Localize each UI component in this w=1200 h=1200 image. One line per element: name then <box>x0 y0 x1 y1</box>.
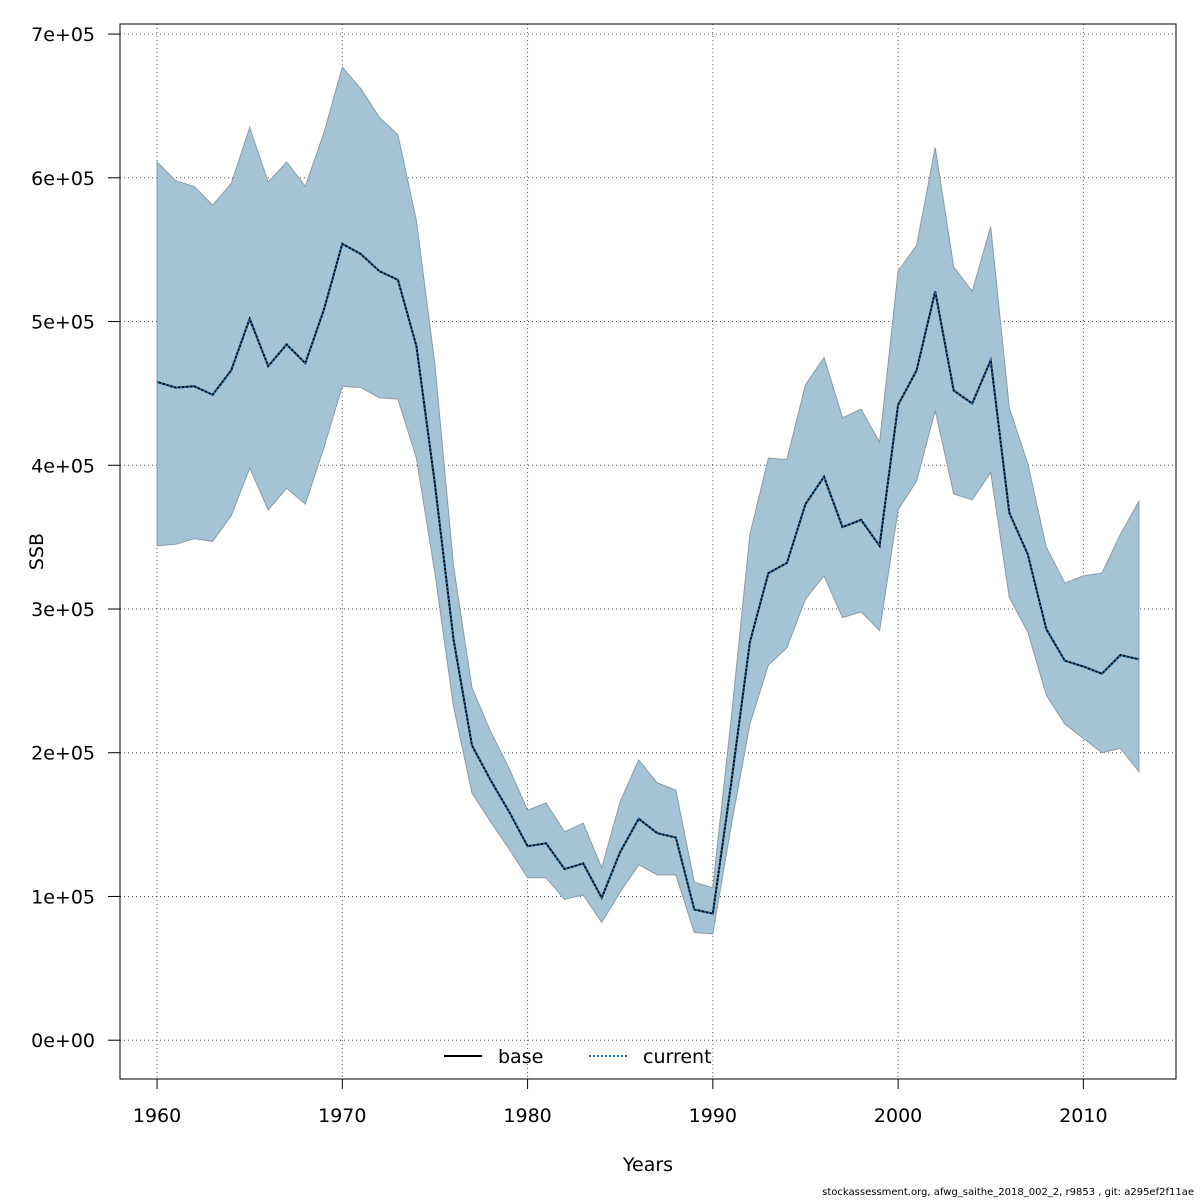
y-axis-title: SSB <box>26 533 48 570</box>
confidence-band <box>156 66 1140 935</box>
x-tick-label-5: 2010 <box>1059 1105 1107 1127</box>
y-tick-label-7: 7e+05 <box>31 24 95 46</box>
legend-label-base: base <box>498 1046 543 1068</box>
legend-label-current: current <box>643 1046 712 1068</box>
x-tick-label-0: 1960 <box>133 1105 181 1127</box>
series-lines <box>156 242 1140 915</box>
y-axis: 0e+00 1e+05 2e+05 3e+05 4e+05 5e+05 6e+05 7e+05 <box>31 24 120 1052</box>
y-tick-label-1: 1e+05 <box>31 886 95 908</box>
y-tick-label-5: 5e+05 <box>31 312 95 334</box>
x-axis: 1960 1970 1980 1990 2000 2010 <box>133 1078 1108 1127</box>
y-tick-label-0: 0e+00 <box>31 1030 95 1052</box>
series-line-current <box>156 242 1140 915</box>
legend: base current <box>444 1046 712 1068</box>
x-tick-label-2: 1980 <box>503 1105 551 1127</box>
y-tick-label-2: 2e+05 <box>31 743 95 765</box>
x-axis-title: Years <box>622 1154 673 1176</box>
x-tick-label-4: 2000 <box>874 1105 922 1127</box>
x-tick-label-1: 1970 <box>318 1105 366 1127</box>
y-tick-label-6: 6e+05 <box>31 168 95 190</box>
y-tick-label-3: 3e+05 <box>31 599 95 621</box>
footer-credit: stockassessment.org, afwg_saithe_2018_00… <box>822 1187 1194 1198</box>
x-tick-label-3: 1990 <box>689 1105 737 1127</box>
y-tick-label-4: 4e+05 <box>31 455 95 477</box>
